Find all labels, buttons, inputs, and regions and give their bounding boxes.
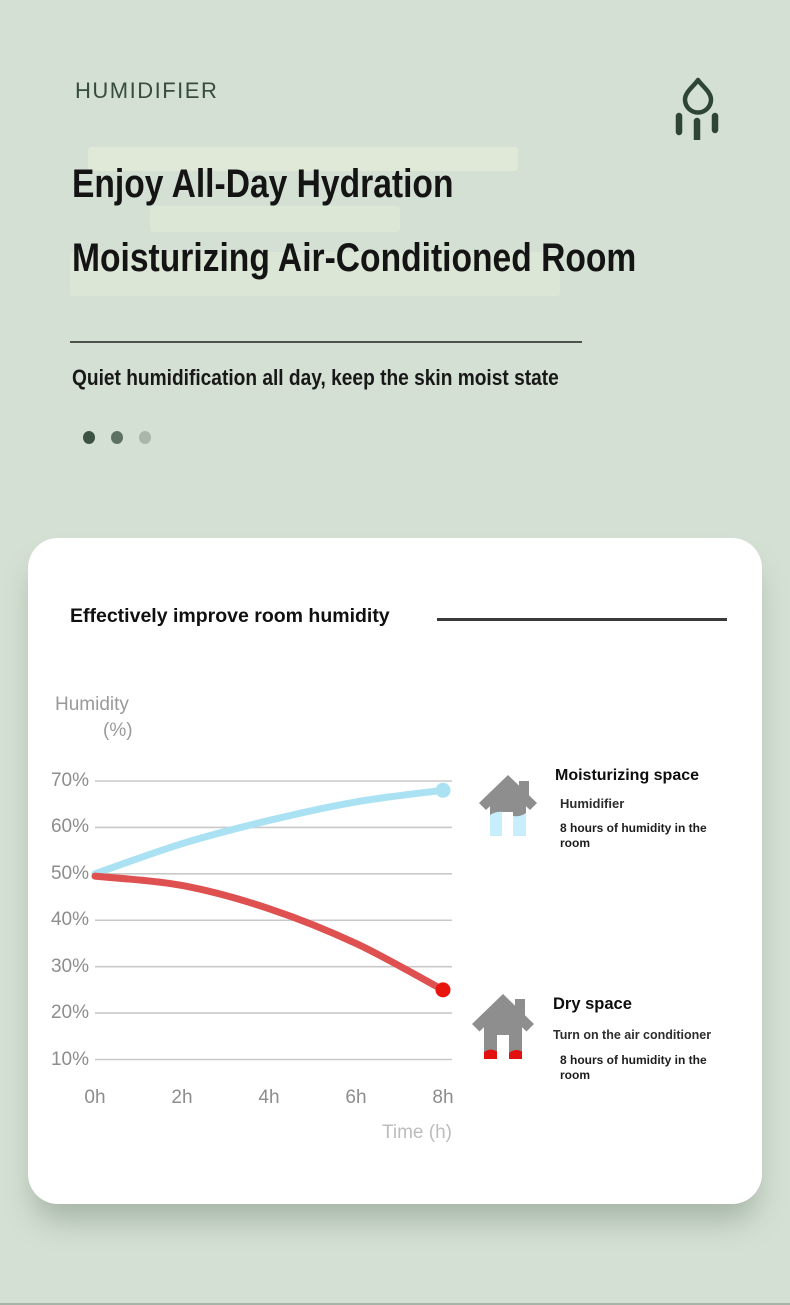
pagination-dot[interactable]	[139, 431, 151, 444]
hero-highlight-patch	[150, 206, 400, 232]
x-tick-label: 2h	[171, 1087, 193, 1108]
headline-line1: Enjoy All-Day Hydration	[72, 162, 454, 206]
humidifier-drop-icon	[672, 76, 720, 145]
legend-subtitle-moisturizing: Humidifier	[560, 796, 625, 811]
legend-description-moisturizing: 8 hours of humidity in the room	[560, 821, 707, 850]
headline-line2: Moisturizing Air-Conditioned Room	[72, 236, 637, 280]
series-line-dry-space	[91, 872, 447, 994]
y-tick-label: 30%	[50, 955, 89, 977]
x-tick-label: 6h	[345, 1087, 367, 1108]
series-end-dot	[435, 782, 451, 798]
y-tick-label: 10%	[50, 1048, 89, 1070]
y-tick-label: 50%	[50, 862, 89, 884]
y-axis-label-unit: (%)	[103, 720, 133, 741]
hero-divider	[70, 341, 582, 343]
legend-description-dry: 8 hours of humidity in the room	[560, 1053, 707, 1082]
x-tick-label: 0h	[84, 1087, 106, 1108]
series-end-dot	[435, 982, 451, 998]
x-tick-label: 8h	[432, 1087, 454, 1108]
y-tick-label: 60%	[50, 816, 89, 838]
legend-subtitle-dry: Turn on the air conditioner	[553, 1028, 712, 1042]
y-tick-label: 40%	[50, 909, 89, 931]
chart-card: Effectively improve room humidity Humidi…	[28, 538, 762, 1204]
card-heading: Effectively improve room humidity	[70, 605, 390, 627]
hero-highlight-patch	[88, 147, 518, 171]
pagination-dot[interactable]	[111, 431, 123, 444]
legend-title-moisturizing: Moisturizing space	[555, 767, 700, 784]
y-tick-label: 20%	[50, 1002, 89, 1024]
carousel-pagination	[83, 431, 151, 444]
x-axis-label: Time (h)	[381, 1122, 453, 1143]
hero-subtitle: Quiet humidification all day, keep the s…	[72, 365, 559, 390]
bottom-edge-line	[0, 1303, 790, 1305]
series-line-moisturizing-space	[91, 786, 447, 878]
pagination-dot-active[interactable]	[83, 431, 95, 444]
y-axis-label: Humidity	[55, 694, 129, 715]
brand-label: HUMIDIFIER	[75, 78, 219, 103]
hero-highlight-patch	[70, 252, 560, 296]
x-tick-label: 4h	[258, 1087, 280, 1108]
house-humid-icon	[478, 774, 538, 847]
heading-accent-line	[437, 618, 727, 621]
legend-title-dry: Dry space	[553, 995, 632, 1013]
house-dry-icon	[471, 993, 535, 1070]
y-tick-label: 70%	[50, 769, 89, 791]
